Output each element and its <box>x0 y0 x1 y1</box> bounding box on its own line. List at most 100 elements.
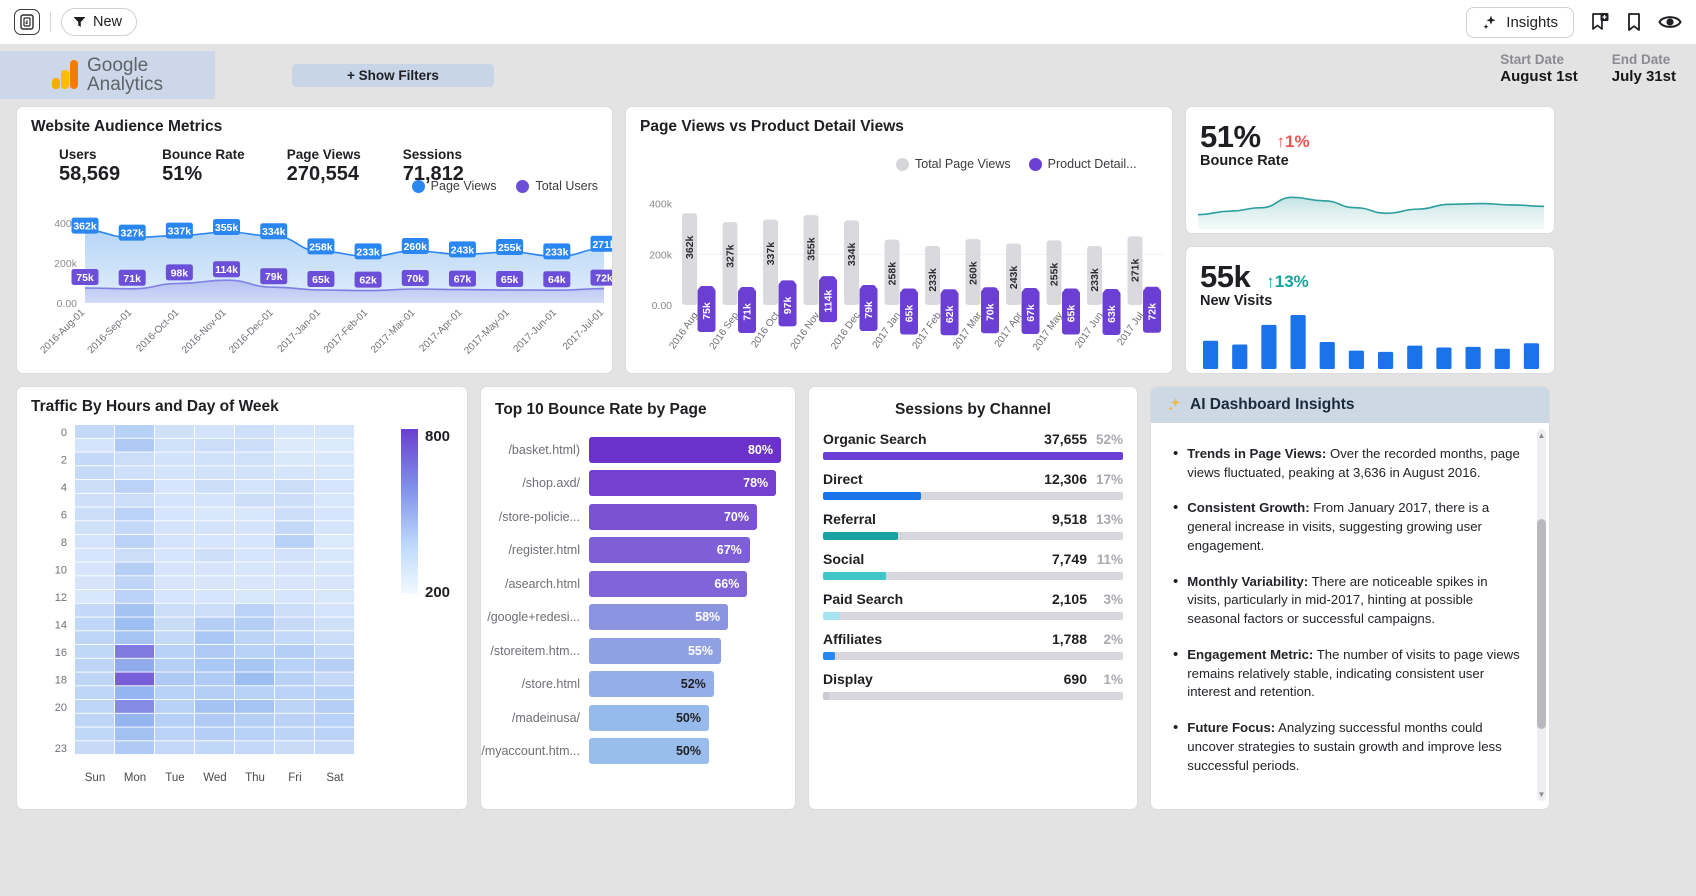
bookmark-button[interactable] <box>1626 12 1642 33</box>
svg-text:63k: 63k <box>1106 305 1118 323</box>
pv-pdv-bar-chart[interactable]: 0.00 200k 400k 362k 75k 327k 71k 337k 97k 355k 114… <box>626 179 1173 374</box>
legend-product-detail[interactable]: Product Detail... <box>1028 157 1137 171</box>
svg-text:327k: 327k <box>725 244 737 268</box>
bounce-list-row[interactable]: /asearch.html 66% <box>481 567 795 601</box>
channel-percent: 1% <box>1103 672 1123 687</box>
svg-text:355k: 355k <box>215 222 239 234</box>
bounce-bar: 70% <box>589 503 757 530</box>
svg-text:258k: 258k <box>887 262 899 286</box>
bounce-list-row[interactable]: /storeitem.htm... 55% <box>481 634 795 668</box>
channel-row[interactable]: Paid Search 2,105 3% <box>809 591 1137 620</box>
svg-text:258k: 258k <box>309 241 333 253</box>
toolbar-divider <box>50 12 51 32</box>
legend-total-users[interactable]: Total Users <box>516 179 598 193</box>
logo-line-google: Google <box>86 54 149 76</box>
svg-text:8: 8 <box>61 537 67 549</box>
bookmark-add-icon <box>1592 12 1609 30</box>
channel-percent: 13% <box>1095 512 1123 527</box>
svg-text:72k: 72k <box>1147 303 1159 321</box>
scroll-up-arrow-icon[interactable]: ▲ <box>1537 431 1546 440</box>
pv-pdv-card-title: Page Views vs Product Detail Views <box>640 118 904 135</box>
audience-card-title: Website Audience Metrics <box>31 118 223 135</box>
newvisits-card-label: New Visits <box>1200 293 1273 309</box>
bullet-icon: • <box>1173 719 1179 737</box>
channel-fill <box>823 452 1123 460</box>
svg-text:62k: 62k <box>944 305 956 323</box>
ai-insights-body: • Trends in Page Views: Over the recorded… <box>1151 423 1549 802</box>
eye-icon <box>1658 16 1682 28</box>
bounce-list-row[interactable]: /store-policie... 70% <box>481 500 795 534</box>
channel-fill <box>823 692 829 700</box>
svg-text:65k: 65k <box>904 305 916 323</box>
ai-scroll-thumb[interactable] <box>1537 519 1546 729</box>
channel-row[interactable]: Referral 9,518 13% <box>809 511 1137 540</box>
newvisits-card-head: 55k ↑13% New Visits <box>1186 247 1554 309</box>
channel-value: 12,306 <box>1044 471 1087 487</box>
bounce-card-headrow: 51% ↑1% <box>1200 119 1554 155</box>
end-date[interactable]: End Date July 31st <box>1612 52 1676 85</box>
ai-insight-item: • Trends in Page Views: Over the recorded… <box>1173 445 1523 482</box>
bounce-page-label: /shop.axd/ <box>522 476 580 491</box>
ai-insight-text: Future Focus: Analyzing successful month… <box>1187 720 1502 773</box>
svg-text:271k: 271k <box>592 239 613 251</box>
bounce-list-row[interactable]: /google+redesi... 58% <box>481 601 795 635</box>
svg-text:114k: 114k <box>215 264 238 276</box>
svg-text:233k: 233k <box>1089 268 1101 292</box>
svg-text:2016-Nov-01: 2016-Nov-01 <box>180 307 229 356</box>
preview-button[interactable] <box>1658 13 1682 31</box>
bounce-list-row[interactable]: /register.html 67% <box>481 534 795 568</box>
bounce-rate-card: 51% ↑1% Bounce Rate <box>1185 106 1555 234</box>
document-icon-button[interactable] <box>14 9 40 35</box>
svg-text:75k: 75k <box>701 302 713 320</box>
insights-button[interactable]: Insights <box>1466 6 1574 38</box>
bookmark-add-button[interactable] <box>1590 12 1610 33</box>
svg-text:6: 6 <box>61 509 67 521</box>
bounce-list-row[interactable]: /myaccount.htm... 50% <box>481 735 795 769</box>
bounce-list-row[interactable]: /madeinusa/50% <box>481 701 795 735</box>
legend-total-page-views[interactable]: Total Page Views <box>896 157 1011 171</box>
channel-row[interactable]: Direct 12,306 17% <box>809 471 1137 500</box>
channel-row[interactable]: Organic Search 37,655 52% <box>809 431 1137 460</box>
page-views-vs-product-detail-card: Page Views vs Product Detail Views Total… <box>625 106 1173 374</box>
svg-text:71k: 71k <box>742 303 754 321</box>
channel-percent: 3% <box>1103 592 1123 607</box>
traffic-heatmap[interactable]: 0 2 4 6 8 10 12 14 16 18 20 23 Sun Mon Tue Wed Thu Fri Sat… <box>17 421 468 805</box>
svg-text:2016-Sep-01: 2016-Sep-01 <box>86 307 135 356</box>
svg-text:355k: 355k <box>806 237 818 261</box>
channel-track <box>823 692 1123 700</box>
scroll-down-arrow-icon[interactable]: ▼ <box>1537 790 1546 799</box>
sparkles-icon <box>1483 15 1496 29</box>
bounce-list-row[interactable]: /shop.axd/78% <box>481 467 795 501</box>
channel-name: Organic Search <box>823 431 927 447</box>
legend-page-views[interactable]: Page Views <box>411 179 496 193</box>
dashboard-row-1: Website Audience Metrics Users 58,569 Bo… <box>16 106 1680 374</box>
svg-text:400k: 400k <box>649 199 673 211</box>
svg-text:4: 4 <box>61 482 67 494</box>
svg-text:12: 12 <box>55 592 67 604</box>
channel-row-top: Referral 9,518 13% <box>823 511 1123 527</box>
heatmap-card-title: Traffic By Hours and Day of Week <box>31 398 279 415</box>
svg-text:260k: 260k <box>968 261 980 285</box>
bounce-page-label: /store.html <box>521 677 580 692</box>
bounce-bar: 67% <box>589 537 750 564</box>
channel-row[interactable]: Affiliates 1,788 2% <box>809 631 1137 660</box>
new-filter-button[interactable]: New <box>61 8 138 36</box>
bounce-list-row[interactable]: /store.html 52% <box>481 668 795 702</box>
bounce-bar: 52% <box>589 671 714 698</box>
bounce-page-label: /asearch.html <box>504 576 580 591</box>
bounce-list-row[interactable]: /basket.html) 80% <box>481 433 795 467</box>
ai-insights-title: AI Dashboard Insights <box>1190 396 1355 413</box>
kpi-pageviews-value: 270,554 <box>286 163 359 185</box>
channel-track <box>823 452 1123 460</box>
show-filters-button[interactable]: + Show Filters <box>292 63 494 87</box>
start-date[interactable]: Start Date August 1st <box>1500 52 1578 85</box>
ai-insights-scrollbar[interactable]: ▲ ▼ <box>1537 429 1546 801</box>
bounce-page-label: /madeinusa/ <box>511 710 580 725</box>
channel-row-top: Direct 12,306 17% <box>823 471 1123 487</box>
channel-percent: 52% <box>1095 432 1123 447</box>
channel-row[interactable]: Display 690 1% <box>809 671 1137 700</box>
channel-name: Paid Search <box>823 591 904 607</box>
channel-row[interactable]: Social 7,749 11% <box>809 551 1137 580</box>
svg-text:2017-Jan-01: 2017-Jan-01 <box>276 307 324 355</box>
